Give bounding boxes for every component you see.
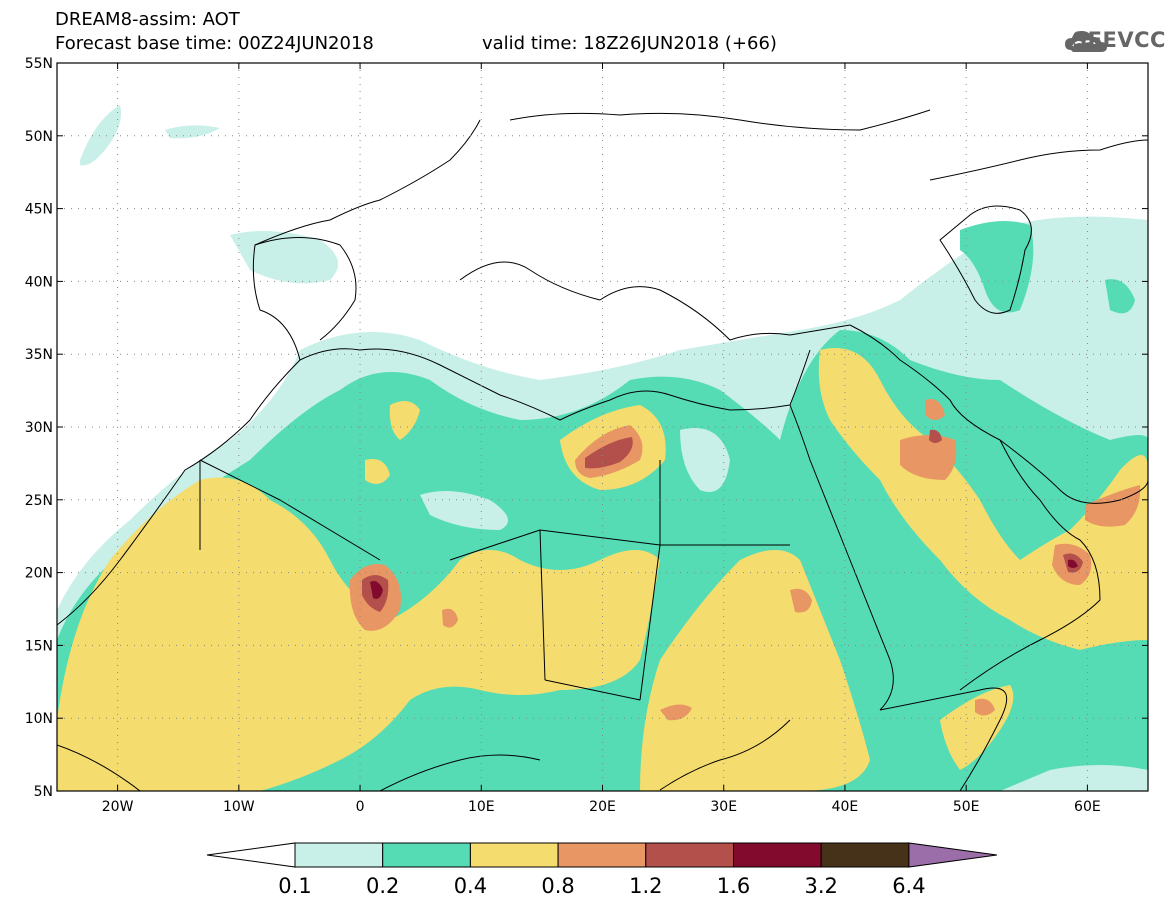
lat-label: 55N (25, 56, 53, 72)
aot-hole-egypt (680, 428, 730, 492)
colorbar-label: 6.4 (892, 874, 925, 898)
lon-label: 0 (356, 799, 365, 815)
colorbar-label: 0.1 (278, 874, 311, 898)
lon-label: 10W (223, 799, 255, 815)
lon-label: 50E (953, 799, 980, 815)
valid-time: valid time: 18Z26JUN2018 (+66) (482, 33, 777, 54)
lat-label: 50N (25, 129, 53, 145)
colorbar-arrow-low (206, 842, 296, 868)
colorbar-swatch (557, 842, 647, 868)
cloud-icon (1065, 31, 1107, 52)
aot-band-0.2-ne (1105, 279, 1135, 314)
graticule (57, 63, 1148, 791)
colorbar-swatch (469, 842, 559, 868)
lat-label: 25N (25, 493, 53, 509)
seevccc-logo: SEEVCCC (1072, 28, 1165, 52)
colorbar-swatch (382, 842, 471, 868)
colorbar-swatch (733, 842, 822, 868)
aot-band-0.4-sudan (640, 550, 870, 791)
aot-band-0.8-pakistan (1085, 485, 1141, 527)
lat-label: 10N (25, 711, 53, 727)
aot-band-0.8-ethiopia (790, 588, 812, 613)
aot-band-1.6-mali (370, 581, 383, 599)
aot-band-0.8-sudan (660, 704, 692, 721)
lat-label: 35N (25, 347, 53, 363)
lat-label: 45N (25, 202, 53, 218)
aot-band-0.4-spain (389, 401, 420, 440)
aot-band-0.4-horn (940, 685, 1014, 770)
lon-label: 40E (832, 799, 859, 815)
lat-label: 20N (25, 566, 53, 582)
colorbar-swatch (294, 842, 384, 868)
lon-label: 20E (589, 799, 616, 815)
lat-label: 15N (25, 638, 53, 654)
aot-band-1.6-oman (1068, 559, 1078, 568)
forecast-base-time: Forecast base time: 00Z24JUN2018 (55, 33, 374, 54)
lon-label: 30E (710, 799, 737, 815)
aot-band-1.2-kuwait (929, 429, 942, 443)
colorbar-arrow-high (908, 842, 997, 868)
colorbar (206, 842, 997, 868)
aot-band-1.2-libya (585, 437, 633, 469)
lon-label: 60E (1074, 799, 1101, 815)
lat-label: 5N (34, 784, 53, 800)
colorbar-label: 0.2 (366, 874, 399, 898)
colorbar-label: 1.2 (629, 874, 662, 898)
colorbar-label: 3.2 (804, 874, 837, 898)
lon-label: 20W (102, 799, 134, 815)
coastlines (57, 109, 1148, 791)
aot-band-0.1-atlantic (80, 105, 121, 166)
aot-band-0.8-iran (925, 399, 945, 420)
axis-ticks (57, 62, 1148, 792)
lon-label: 10E (468, 799, 495, 815)
aot-band-0.4-west (57, 477, 660, 791)
lat-label: 30N (25, 420, 53, 436)
colorbar-swatch (645, 842, 734, 868)
longitude-labels: 20W 10W 0 10E 20E 30E 40E 50E 60E (102, 799, 1101, 815)
aot-band-0.4-algeria (365, 459, 390, 484)
aot-hole-sahara (420, 491, 508, 530)
aot-band-0.8-iraq (900, 435, 957, 480)
colorbar-label: 0.8 (541, 874, 574, 898)
colorbar-label: 1.6 (717, 874, 750, 898)
colorbar-labels: 0.1 0.2 0.4 0.8 1.2 1.6 3.2 6.4 (278, 874, 925, 898)
map-title: DREAM8-assim: AOT (55, 9, 240, 30)
aot-band-0.8-somalia (975, 698, 995, 716)
colorbar-swatch (820, 842, 910, 868)
aot-band-0.1-atl2 (165, 125, 220, 139)
aot-field (57, 105, 1148, 791)
aot-band-0.8-niger (442, 608, 458, 628)
aot-band-0.2-caspian (960, 221, 1034, 313)
lat-label: 40N (25, 274, 53, 290)
latitude-labels: 5N 10N 15N 20N 25N 30N 35N 40N 45N 50N 55N (25, 56, 53, 800)
colorbar-label: 0.4 (454, 874, 487, 898)
